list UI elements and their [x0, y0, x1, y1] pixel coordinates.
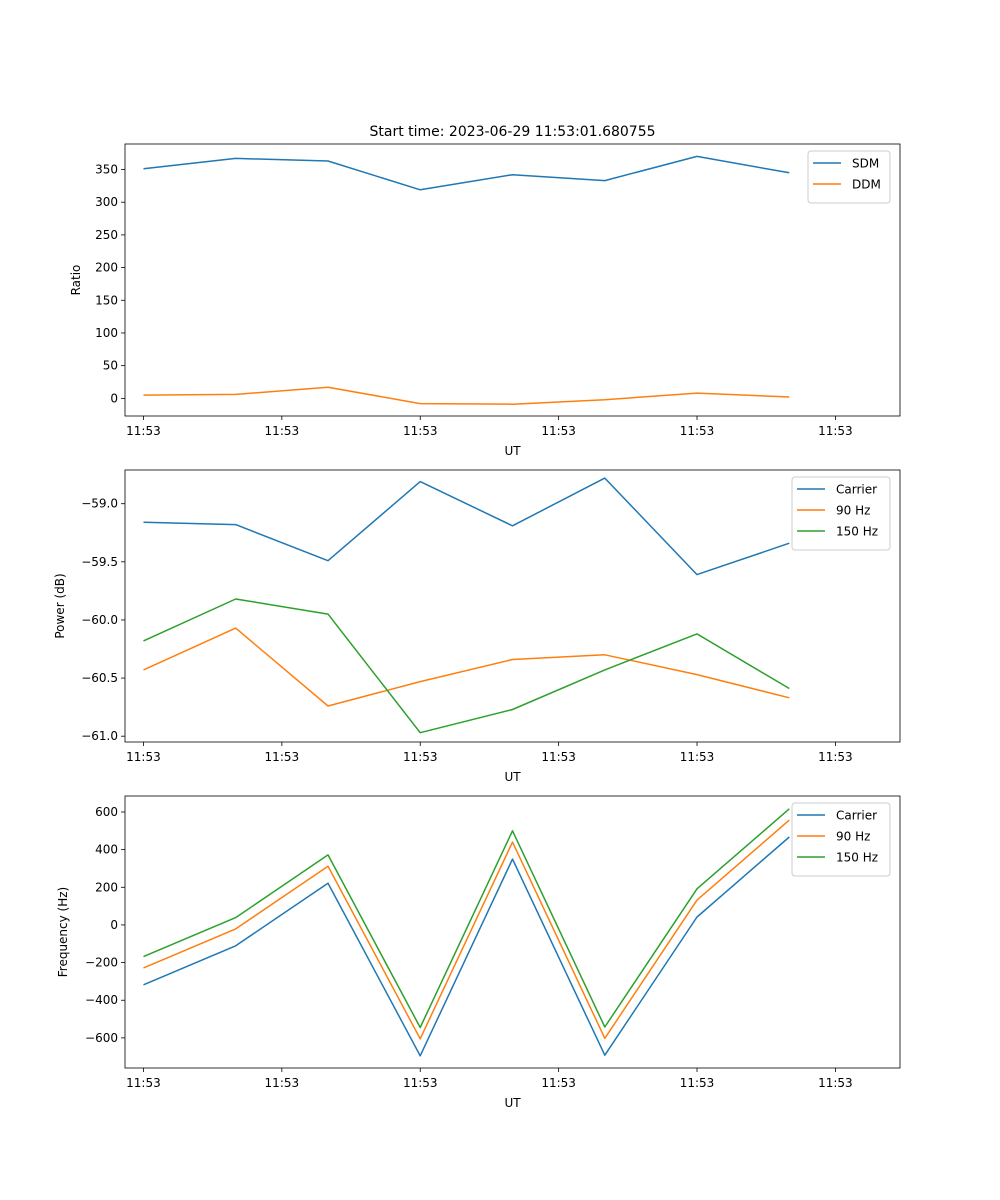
x-tick-label: 11:53	[265, 424, 300, 438]
series-line-150-hz	[143, 808, 790, 1029]
series-line-carrier	[143, 836, 790, 1057]
legend: Carrier 90 Hz 150 Hz	[791, 476, 891, 551]
x-tick-label: 11:53	[541, 750, 576, 764]
y-tick-label: −59.5	[81, 555, 118, 569]
y-tick-label: 100	[95, 326, 118, 340]
y-tick-label: 400	[95, 843, 118, 857]
y-tick-label: 350	[95, 163, 118, 177]
y-tick-label: 250	[95, 228, 118, 242]
y-tick-label: 200	[95, 261, 118, 275]
x-tick-label: 11:53	[818, 424, 853, 438]
x-tick-label: 11:53	[265, 1076, 300, 1090]
y-axis-label: Frequency (Hz)	[56, 887, 70, 978]
y-tick-label: 150	[95, 293, 118, 307]
subplot-1: 11:53 11:53 11:53 11:53 11:53 11:53 0 50 100 150 2…	[69, 143, 901, 458]
y-tick-label: −60.5	[81, 671, 118, 685]
x-tick-label: 11:53	[680, 424, 715, 438]
legend-box	[807, 150, 891, 204]
x-tick-label: 11:53	[403, 424, 438, 438]
x-tick-label: 11:53	[680, 1076, 715, 1090]
x-tick-label: 11:53	[403, 750, 438, 764]
legend-label: SDM	[852, 157, 879, 171]
axes-frame	[124, 469, 901, 743]
y-tick-label: 600	[95, 805, 118, 819]
x-tick-label: 11:53	[541, 1076, 576, 1090]
subplot-3: 11:53 11:53 11:53 11:53 11:53 11:53 −600 −400 −2…	[56, 795, 901, 1110]
y-tick-label: 0	[110, 918, 118, 932]
series-line-150-hz	[143, 598, 790, 734]
legend-label: 150 Hz	[836, 525, 878, 539]
y-tick-label: 200	[95, 880, 118, 894]
legend-label: 90 Hz	[836, 830, 870, 844]
y-axis-label: Ratio	[69, 265, 83, 296]
y-tick-label: −59.0	[81, 497, 118, 511]
legend: SDM DDM	[807, 150, 891, 204]
legend-label: 90 Hz	[836, 504, 870, 518]
x-tick-label: 11:53	[403, 1076, 438, 1090]
legend-label: Carrier	[836, 483, 877, 497]
series-line-carrier	[143, 477, 790, 576]
x-tick-label: 11:53	[818, 1076, 853, 1090]
x-axis-label: UT	[504, 444, 521, 458]
y-tick-label: 0	[110, 391, 118, 405]
y-tick-label: −60.0	[81, 613, 118, 627]
series-line-sdm	[143, 155, 790, 191]
y-axis-label: Power (dB)	[53, 573, 67, 638]
y-tick-label: −400	[85, 993, 118, 1007]
legend-label: DDM	[852, 178, 881, 192]
x-tick-label: 11:53	[126, 424, 161, 438]
x-tick-label: 11:53	[541, 424, 576, 438]
legend-label: Carrier	[836, 809, 877, 823]
y-tick-label: 50	[103, 359, 118, 373]
x-axis-label: UT	[504, 770, 521, 784]
x-tick-label: 11:53	[265, 750, 300, 764]
series-line-90-hz	[143, 627, 790, 707]
figure-title: Start time: 2023-06-29 11:53:01.680755	[369, 124, 655, 140]
y-tick-label: −61.0	[81, 729, 118, 743]
series-line-ddm	[143, 386, 790, 405]
axes-frame	[124, 795, 901, 1069]
x-tick-label: 11:53	[680, 750, 715, 764]
series-line-90-hz	[143, 819, 790, 1040]
subplot-2: 11:53 11:53 11:53 11:53 11:53 11:53 −61.0 −60.5…	[53, 469, 901, 784]
y-tick-label: −600	[85, 1031, 118, 1045]
subplots: 11:53 11:53 11:53 11:53 11:53 11:53 0 50 100 150 2…	[53, 143, 901, 1110]
x-tick-label: 11:53	[818, 750, 853, 764]
axes-frame	[124, 143, 901, 417]
x-tick-label: 11:53	[126, 750, 161, 764]
y-tick-label: −200	[85, 956, 118, 970]
x-axis-label: UT	[504, 1096, 521, 1110]
y-tick-label: 300	[95, 195, 118, 209]
x-tick-label: 11:53	[126, 1076, 161, 1090]
legend-label: 150 Hz	[836, 851, 878, 865]
legend: Carrier 90 Hz 150 Hz	[791, 802, 891, 877]
